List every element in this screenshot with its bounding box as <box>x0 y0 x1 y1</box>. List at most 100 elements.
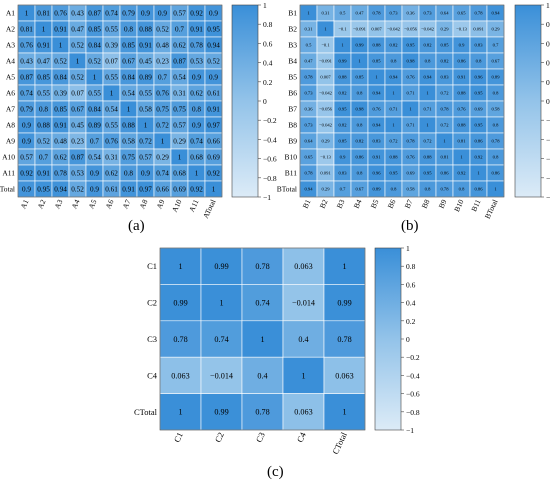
cell-value-label: 0.8 <box>459 187 465 192</box>
cell-value-label: −0.014 <box>292 298 315 307</box>
cell-value-label: 0.52 <box>54 58 67 66</box>
cell-value-label: 0.66 <box>156 186 169 194</box>
cell-value-label: 0.78 <box>440 107 449 112</box>
cell-value-label: 1 <box>443 139 446 144</box>
cell-value-label: 0.99 <box>338 59 347 64</box>
cell-value-label: 0.86 <box>457 59 466 64</box>
cell-value-label: 0.39 <box>54 90 67 98</box>
colorbar-tick-label: 1 <box>406 244 410 253</box>
cell-value-label: 0.87 <box>20 74 33 82</box>
cell-value-label: 0.73 <box>423 11 432 16</box>
cell-value-label: 0.96 <box>474 75 483 80</box>
y-tick-label: A4 <box>6 57 15 66</box>
cell-value-label: 0.091 <box>320 171 331 176</box>
colorbar-tick-label: 0.4 <box>263 59 273 68</box>
y-tick-label: B9 <box>288 137 297 146</box>
cell-value-label: 1 <box>212 186 216 194</box>
cell-value-label: 0.55 <box>105 122 118 130</box>
cell-value-label: 1 <box>307 11 310 16</box>
cell-value-label: 0.45 <box>139 58 152 66</box>
colorbar-tick-label: −1 <box>263 193 271 202</box>
cell-value-label: 0.52 <box>207 58 220 66</box>
cell-value-label: 0.86 <box>474 139 483 144</box>
cell-value-label: 0.83 <box>440 75 449 80</box>
cell-value-label: 0.81 <box>37 10 50 18</box>
cell-value-label: 0.063 <box>335 371 353 380</box>
cell-value-label: 0.85 <box>122 42 135 50</box>
x-tick-label: CTotal <box>330 430 349 456</box>
cell-value-label: 0.62 <box>190 90 203 98</box>
cell-value-label: 0.88 <box>457 91 466 96</box>
cell-value-label: 0.29 <box>173 138 186 146</box>
cell-value-label: 0.68 <box>190 154 203 162</box>
cell-value-label: 0.85 <box>372 59 381 64</box>
cell-value-label: −0.1 <box>321 43 330 48</box>
cell-value-label: 0.73 <box>389 11 398 16</box>
colorbar-tick-label: −0.4 <box>546 135 550 144</box>
cell-value-label: 0.52 <box>71 42 84 50</box>
cell-value-label: 0.85 <box>88 26 101 34</box>
colorbar-tick-label: 1 <box>546 1 550 10</box>
cell-value-label: 0.55 <box>139 90 152 98</box>
heatmap-cell <box>241 393 284 431</box>
cell-value-label: 0.47 <box>355 11 364 16</box>
x-tick-label: B6 <box>386 198 398 210</box>
cell-value-label: 1 <box>342 262 346 271</box>
cell-value-label: 0.66 <box>207 138 220 146</box>
cell-value-label: 0.88 <box>338 75 347 80</box>
colorbar-0: 1 0.8 0.6 0.4 0.2 0 −0.2 −0.4 −0.6 −0.8 −1 <box>231 1 277 202</box>
heatmap-cell <box>282 320 325 358</box>
cell-value-label: 0.82 <box>440 59 449 64</box>
x-tick-label: B10 <box>452 198 466 213</box>
cell-value-label: 0.55 <box>105 26 118 34</box>
cell-value-label: 0.5 <box>306 43 312 48</box>
x-tick-label: B2 <box>318 198 330 210</box>
cell-value-label: 0.31 <box>321 11 330 16</box>
cell-value-label: 0.76 <box>105 138 118 146</box>
cell-value-label: 0.91 <box>457 75 466 80</box>
cell-value-label: 0.72 <box>423 139 432 144</box>
cell-value-label: 0.8 <box>357 91 363 96</box>
cell-value-label: 0.063 <box>171 371 189 380</box>
y-tick-label: B11 <box>285 169 297 178</box>
cell-value-label: 0.9 <box>22 186 31 194</box>
cell-value-label: 0.8 <box>493 155 499 160</box>
heatmap-frame <box>299 4 505 198</box>
colorbar-tick-label: −0.6 <box>546 155 550 164</box>
x-tick-label: BTotal <box>483 198 500 220</box>
y-tick-label: A11 <box>2 169 15 178</box>
y-tick-label: A3 <box>6 41 15 50</box>
cell-value-label: 1 <box>392 91 395 96</box>
cell-value-label: 0.62 <box>173 42 186 50</box>
cell-value-label: 0.9 <box>141 170 150 178</box>
cell-value-label: 1 <box>426 91 429 96</box>
cell-value-label: 0.94 <box>207 42 220 50</box>
cell-value-label: 0.29 <box>321 187 330 192</box>
cell-value-label: 0.8 <box>391 59 397 64</box>
cell-value-label: 0.94 <box>372 91 381 96</box>
cell-value-label: 0.95 <box>37 186 50 194</box>
colorbar-tick-label: 1 <box>263 1 267 10</box>
cell-value-label: 0.58 <box>406 187 415 192</box>
x-tick-label: A1 <box>19 198 31 210</box>
cell-value-label: 0.91 <box>37 170 50 178</box>
cell-value-label: 0.94 <box>389 75 398 80</box>
cell-value-label: 0.39 <box>105 42 118 50</box>
cell-value-label: 0.81 <box>20 26 33 34</box>
cell-value-label: 0.8 <box>192 106 201 114</box>
cell-value-label: 0.91 <box>54 122 67 130</box>
cell-value-label: 1 <box>477 171 480 176</box>
heatmap-cell <box>241 320 284 358</box>
cell-value-label: 0.74 <box>214 335 228 344</box>
cell-value-label: 0.23 <box>156 58 169 66</box>
heatmap-cell <box>241 247 284 285</box>
cell-value-label: 0.82 <box>338 91 347 96</box>
cell-value-label: 0.76 <box>457 107 466 112</box>
cell-value-label: 0.9 <box>209 10 218 18</box>
x-tick-label: B11 <box>469 198 482 213</box>
cell-value-label: 0.55 <box>88 90 101 98</box>
cell-value-label: 0.29 <box>491 27 500 32</box>
cell-value-label: 0.76 <box>156 90 169 98</box>
colorbar-tick-label: −0.6 <box>406 390 420 399</box>
cell-value-label: 0.82 <box>355 139 364 144</box>
